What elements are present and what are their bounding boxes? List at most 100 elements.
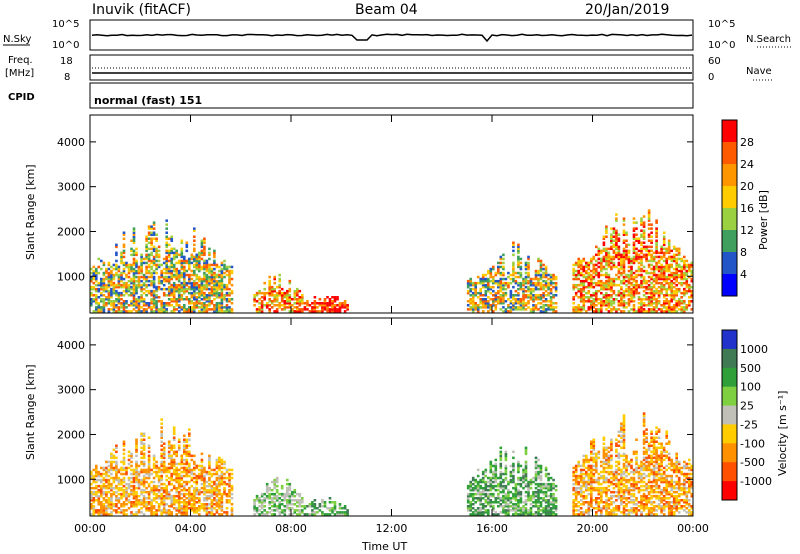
data-cell [502, 490, 505, 494]
data-cell [205, 511, 209, 514]
data-cell [165, 492, 168, 496]
data-cell [311, 513, 314, 516]
data-cell [507, 298, 510, 301]
data-cell [127, 486, 131, 490]
data-cell [130, 484, 133, 488]
data-cell [95, 283, 98, 287]
data-cell [529, 310, 533, 313]
data-cell [605, 304, 608, 307]
data-cell [630, 275, 633, 279]
data-cell [167, 482, 171, 486]
data-cell [547, 513, 550, 516]
data-cell [117, 300, 121, 303]
data-cell [253, 503, 256, 506]
data-cell [313, 300, 317, 303]
data-cell [625, 306, 628, 309]
data-cell [524, 304, 528, 307]
data-cell [97, 289, 101, 293]
data-cell [188, 468, 191, 472]
data-cell [200, 460, 204, 464]
data-cell [152, 275, 156, 279]
data-cell [492, 285, 495, 289]
data-cell [607, 259, 611, 263]
data-cell [180, 456, 184, 460]
data-cell [615, 308, 618, 311]
data-cell [208, 464, 211, 468]
data-cell [193, 462, 196, 466]
data-cell [275, 296, 279, 299]
data-cell [115, 470, 118, 474]
data-cell [205, 490, 209, 494]
data-cell [183, 444, 186, 447]
data-cell [286, 482, 289, 486]
data-cell [640, 229, 643, 232]
data-cell [210, 490, 214, 494]
data-cell [645, 296, 648, 299]
data-cell [135, 480, 138, 484]
data-cell [595, 253, 598, 257]
data-cell [200, 302, 204, 305]
data-cell [579, 279, 583, 283]
data-cell [587, 291, 591, 295]
data-cell [479, 478, 482, 482]
data-cell [100, 513, 103, 516]
data-cell [147, 225, 151, 228]
data-cell [228, 490, 231, 494]
data-cell [167, 285, 171, 289]
data-cell [343, 310, 347, 313]
data-cell [502, 488, 505, 492]
data-cell [672, 306, 676, 309]
data-cell [311, 302, 314, 305]
data-cell [311, 503, 314, 506]
data-cell [230, 497, 234, 500]
data-cell [605, 257, 608, 261]
data-cell [667, 265, 671, 269]
data-cell [524, 484, 528, 488]
data-cell [230, 289, 234, 293]
data-cell [484, 492, 488, 496]
data-cell [602, 281, 606, 285]
data-cell [615, 265, 618, 269]
data-cell [507, 490, 510, 494]
data-cell [147, 241, 151, 244]
data-cell [647, 302, 651, 305]
data-cell [167, 494, 171, 498]
data-cell [205, 509, 209, 512]
data-cell [499, 466, 503, 470]
data-cell [190, 476, 194, 480]
data-cell [220, 472, 224, 476]
data-cell [223, 511, 226, 514]
data-cell [188, 306, 191, 309]
data-cell [572, 470, 575, 474]
data-cell [484, 474, 488, 478]
data-cell [268, 281, 271, 285]
data-cell [683, 302, 686, 305]
data-cell [140, 263, 143, 267]
data-cell [270, 480, 274, 484]
data-cell [574, 513, 578, 516]
data-cell [667, 273, 671, 277]
data-cell [180, 294, 184, 297]
data-cell [112, 460, 116, 464]
data-cell [135, 464, 138, 468]
data-cell [667, 285, 671, 289]
data-cell [223, 296, 226, 299]
data-cell [627, 298, 631, 301]
data-cell [640, 261, 643, 265]
data-cell [296, 509, 299, 512]
data-cell [625, 302, 628, 305]
data-cell [218, 492, 221, 496]
data-cell [471, 294, 475, 297]
data-cell [130, 511, 133, 514]
data-cell [135, 269, 138, 273]
data-cell [110, 513, 113, 516]
data-cell [142, 291, 146, 295]
data-cell [162, 452, 166, 456]
data-cell [672, 289, 676, 293]
data-cell [323, 304, 327, 307]
data-cell [225, 267, 229, 271]
data-cell [137, 509, 141, 512]
data-cell [218, 269, 221, 273]
data-cell [469, 505, 472, 508]
data-cell [193, 279, 196, 283]
